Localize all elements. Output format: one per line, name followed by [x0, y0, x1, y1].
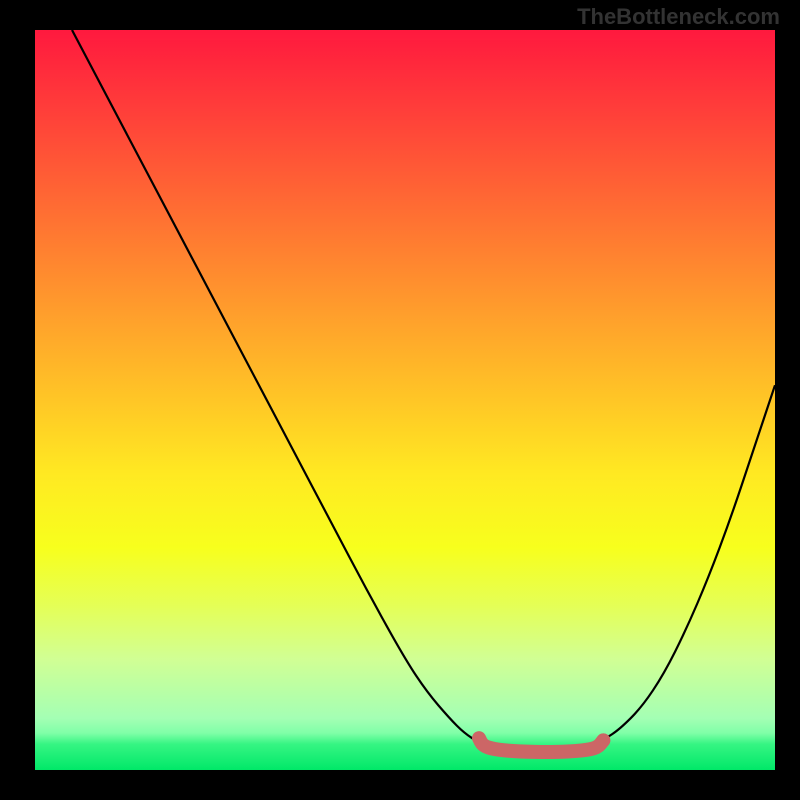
highlight-band	[479, 738, 603, 752]
curve-right	[605, 385, 775, 739]
plot-area	[35, 30, 775, 770]
marker-dot	[596, 733, 610, 747]
curve-left	[72, 30, 479, 743]
curves-overlay	[35, 30, 775, 770]
attribution-text: TheBottleneck.com	[577, 4, 780, 30]
